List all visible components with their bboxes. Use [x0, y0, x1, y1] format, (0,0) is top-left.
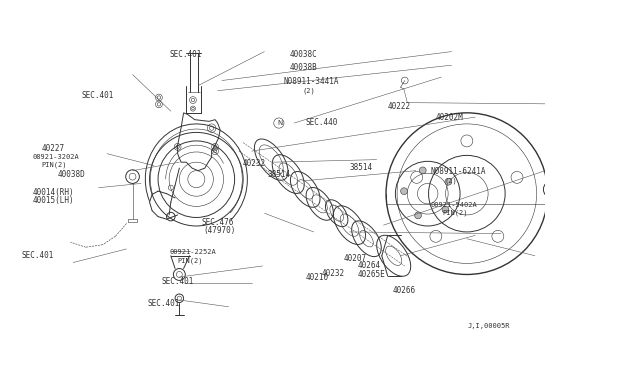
Text: 40038D: 40038D — [58, 170, 86, 179]
Text: SEC.476: SEC.476 — [201, 218, 234, 227]
Circle shape — [548, 185, 556, 194]
Circle shape — [419, 167, 426, 174]
Text: 40038B: 40038B — [289, 63, 317, 72]
Text: 40232: 40232 — [243, 159, 266, 169]
Text: 40210: 40210 — [305, 273, 329, 282]
Text: SEC.401: SEC.401 — [148, 299, 180, 308]
Text: 38514: 38514 — [268, 170, 291, 179]
Text: 38514: 38514 — [349, 163, 372, 171]
Text: 40266: 40266 — [393, 286, 416, 295]
Text: 08921-3202A: 08921-3202A — [32, 154, 79, 160]
Text: 40038C: 40038C — [289, 50, 317, 59]
Text: (2): (2) — [303, 88, 316, 94]
Circle shape — [415, 212, 421, 219]
Text: 40227: 40227 — [42, 144, 65, 153]
Circle shape — [442, 206, 449, 213]
Text: 00921-5402A: 00921-5402A — [431, 202, 477, 208]
Text: 00921-2252A: 00921-2252A — [170, 250, 216, 256]
Text: SEC.401: SEC.401 — [81, 91, 114, 100]
Text: 40207: 40207 — [344, 254, 367, 263]
Text: 40264: 40264 — [357, 261, 380, 270]
Text: 40015(LH): 40015(LH) — [32, 196, 74, 205]
Text: PIN(2): PIN(2) — [178, 257, 203, 264]
Text: PIN(2): PIN(2) — [42, 161, 67, 168]
Text: N08911-3441A: N08911-3441A — [284, 77, 339, 86]
Text: SEC.401: SEC.401 — [21, 251, 54, 260]
Circle shape — [401, 188, 408, 195]
Text: 40222: 40222 — [387, 102, 410, 111]
Text: PIN(2): PIN(2) — [443, 210, 468, 216]
Text: J,I,00005R: J,I,00005R — [468, 323, 510, 329]
Text: N: N — [277, 120, 282, 126]
Text: SEC.440: SEC.440 — [305, 118, 338, 127]
Text: 40014(RH): 40014(RH) — [32, 188, 74, 197]
Circle shape — [445, 178, 452, 185]
Text: 40232: 40232 — [322, 269, 345, 278]
Text: 40265E: 40265E — [357, 270, 385, 279]
Text: SEC.401: SEC.401 — [170, 50, 202, 59]
Text: (2): (2) — [444, 177, 457, 183]
Text: 40202M: 40202M — [435, 113, 463, 122]
Text: SEC.401: SEC.401 — [161, 278, 194, 286]
Text: N08911-6241A: N08911-6241A — [431, 167, 486, 176]
Text: (47970): (47970) — [204, 226, 236, 235]
